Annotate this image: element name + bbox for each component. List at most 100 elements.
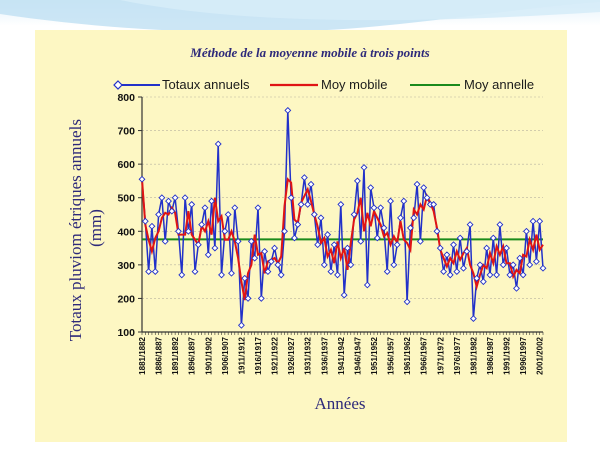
x-tick-label: 1916/1917 — [254, 336, 263, 374]
series-annual-point — [274, 261, 282, 269]
series-annual-point — [493, 271, 501, 279]
legend-label-mean: Moy annelle — [464, 77, 534, 92]
series-annual-point — [526, 261, 534, 269]
series-annual-point — [231, 204, 239, 212]
x-tick-label: 1971/1972 — [436, 336, 445, 374]
series-annual-point — [486, 271, 494, 279]
series-annual-point — [430, 200, 438, 208]
series-annual-point — [237, 321, 245, 329]
series-annual-point — [420, 184, 428, 192]
series-annual-point — [257, 294, 265, 302]
series-annual-point — [297, 200, 305, 208]
legend-marker-annual — [113, 80, 123, 90]
x-tick-label: 1896/1897 — [188, 336, 197, 374]
series-annual-point — [443, 251, 451, 259]
series-annual-point — [234, 237, 242, 245]
series-annual-point — [416, 237, 424, 245]
legend: Totaux annuels Moy mobile Moy annelle — [113, 77, 534, 92]
series-annual-point — [353, 177, 361, 185]
series-annual-point — [277, 271, 285, 279]
series-annual-point — [327, 268, 335, 276]
series-annual-point — [204, 251, 212, 259]
x-tick-label: 1941/1942 — [337, 336, 346, 374]
series-annual-point — [320, 261, 328, 269]
series-annual-point — [407, 224, 414, 232]
series-annual-point — [503, 244, 510, 252]
series-annual-point — [516, 254, 524, 262]
series-annual-point — [145, 268, 153, 276]
y-tick-label: 700 — [117, 126, 135, 138]
series-annual-point — [390, 261, 398, 269]
series-annual-point — [208, 197, 216, 205]
series-annual-point — [383, 268, 391, 276]
series-annual-point — [214, 140, 222, 148]
x-tick-label: 1891/1892 — [171, 336, 180, 374]
series-annual-point — [317, 214, 325, 222]
series-annual-point — [473, 274, 481, 282]
x-tick-label: 1981/1982 — [469, 336, 478, 374]
series-annual-point — [267, 258, 275, 265]
series-annual-point — [413, 180, 421, 188]
plot-area: 100 200 300 400 500 600 700 800 1881/1882 1886/18… — [117, 92, 547, 375]
series-annual-point — [314, 241, 322, 249]
series-annual-point — [294, 221, 302, 229]
series-annual-point — [423, 194, 431, 202]
series-annual-point — [194, 241, 202, 249]
x-tick-label: 1976/1977 — [453, 336, 462, 374]
series-annual-point — [397, 214, 404, 222]
series-annual-point — [287, 194, 295, 202]
series-annual-point — [184, 227, 192, 235]
series-annual-point — [387, 197, 394, 205]
series-annual-point — [400, 197, 408, 205]
y-tick-label: 600 — [117, 159, 135, 171]
series-annual-point — [513, 284, 520, 292]
legend-label-moving: Moy mobile — [321, 77, 387, 92]
series-annual-point — [370, 204, 378, 212]
x-tick-label: 1901/1902 — [204, 336, 213, 374]
series-annual-point — [307, 180, 315, 188]
series-annual-point — [460, 264, 467, 272]
series-annual-point — [181, 194, 189, 202]
series-annual-point — [178, 271, 186, 279]
series-annual-point — [363, 281, 371, 289]
y-axis-label-line-1: Totaux pluviom étriques annuels — [66, 119, 85, 341]
series-annual-point — [410, 214, 418, 222]
series-annual-point — [466, 221, 474, 229]
series-annual-point — [241, 274, 249, 282]
y-tick-label: 500 — [117, 193, 135, 205]
series-annual-point — [506, 271, 514, 279]
series-annual-point — [532, 258, 540, 265]
series-annual-point — [483, 244, 491, 252]
x-axis-label: Années — [315, 394, 366, 413]
x-tick-label: 1906/1907 — [221, 336, 230, 374]
chart-panel — [35, 30, 567, 442]
series-annual-point — [304, 200, 312, 208]
x-tick-label: 1996/1997 — [519, 336, 528, 374]
x-tick-label: 1911/1912 — [237, 336, 246, 374]
series-annual-point — [264, 268, 272, 276]
y-tick-label: 800 — [117, 92, 135, 104]
series-annual-point — [244, 294, 252, 302]
series-annual-point — [261, 247, 269, 255]
y-tick-label: 100 — [117, 327, 135, 339]
series-annual-point — [450, 241, 457, 249]
series-annual-point — [347, 261, 355, 269]
series-annual-point — [433, 227, 441, 235]
x-tick-label: 1881/1882 — [138, 336, 147, 374]
series-annual-point — [469, 315, 477, 323]
x-tick-label: 1946/1947 — [353, 336, 362, 374]
slide-wave-decoration — [0, 0, 600, 33]
series-annual-point — [291, 234, 298, 242]
series-annual-point — [334, 271, 341, 279]
series-annual-point — [440, 268, 448, 276]
series-annual-point — [254, 204, 262, 212]
series-annual-line — [141, 110, 544, 326]
series-annual-point — [158, 194, 166, 202]
x-tick-label: 1986/1987 — [486, 336, 495, 374]
series-annual-point — [191, 268, 199, 276]
series-annual-point — [496, 221, 504, 229]
x-tick-label: 1936/1937 — [320, 336, 329, 374]
x-tick-label: 2001/2002 — [536, 336, 545, 374]
series-annual-point — [201, 204, 209, 212]
